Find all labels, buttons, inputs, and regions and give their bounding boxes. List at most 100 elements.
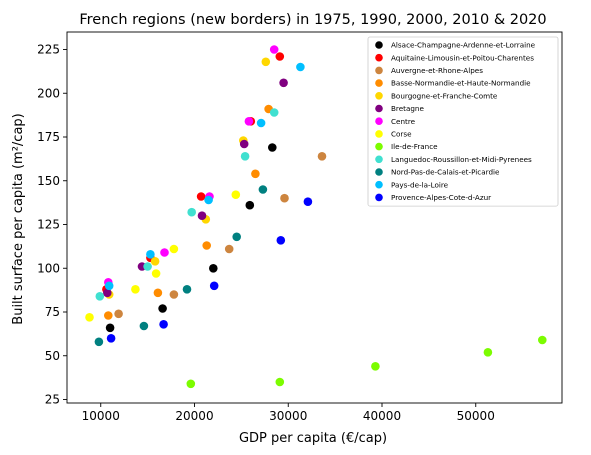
x-tick-label: 20000 (175, 409, 213, 423)
point-7-1 (131, 285, 140, 294)
legend-label: Ile-de-France (391, 142, 438, 151)
point-6-1 (160, 248, 169, 257)
point-4-1 (150, 257, 160, 266)
legend-label: Corse (391, 130, 412, 139)
legend-frame (367, 36, 559, 207)
y-tick-label: 125 (37, 218, 60, 232)
point-2-4 (317, 152, 327, 161)
legend-marker (375, 117, 383, 125)
point-10-1 (139, 321, 149, 331)
point-4-4 (261, 57, 271, 67)
point-8-3 (483, 348, 493, 357)
point-9-4 (269, 108, 279, 117)
y-tick-label: 175 (37, 130, 60, 144)
legend-label: Bourgogne-et-Franche-Comte (391, 91, 498, 100)
legend-label: Languedoc-Roussillon-et-Midi-Pyrenees (391, 155, 532, 164)
point-0-0 (105, 323, 115, 333)
legend-label: Basse-Normandie-et-Haute-Normandie (391, 79, 531, 88)
point-12-4 (303, 197, 313, 206)
legend-marker (375, 155, 383, 164)
point-12-3 (276, 236, 286, 245)
legend-marker (375, 79, 383, 87)
point-12-1 (159, 320, 168, 329)
y-tick-label: 25 (45, 393, 60, 407)
legend-marker (375, 53, 383, 62)
point-11-2 (204, 195, 213, 205)
legend-label: Aquitaine-Limousin-et-Poitou-Charentes (391, 53, 534, 62)
point-0-2 (209, 264, 218, 273)
legend-marker (375, 104, 383, 113)
point-3-1 (153, 288, 163, 298)
point-8-4 (538, 335, 547, 345)
point-2-3 (280, 193, 289, 203)
point-2-1 (169, 290, 179, 299)
legend-label: Auvergne-et-Rhone-Alpes (391, 66, 483, 75)
x-tick-label: 50000 (457, 409, 495, 423)
legend-label: Alsace-Champagne-Ardenne-et-Lorraine (391, 41, 536, 50)
point-11-1 (146, 250, 155, 259)
x-axis-label: GDP per capita (€/cap) (239, 431, 387, 446)
point-10-4 (258, 185, 268, 194)
x-tick-label: 30000 (269, 409, 307, 423)
y-axis-label: Built surface per capita (m²/cap) (11, 113, 26, 324)
point-12-0 (106, 334, 116, 343)
legend-marker (375, 168, 383, 176)
point-2-0 (114, 309, 123, 319)
legend-label: Pays-de-la-Loire (391, 180, 449, 189)
legend-label: Provence-Alpes-Cote-d-Azur (391, 193, 491, 202)
legend-marker (375, 130, 383, 138)
legend-label: Nord-Pas-de-Calais-et-Picardie (391, 168, 500, 177)
point-7-3 (169, 244, 179, 254)
point-10-2 (182, 285, 192, 294)
legend-marker (375, 66, 383, 75)
point-5-2 (197, 211, 207, 220)
legend-label: Centre (391, 117, 416, 126)
y-tick-label: 50 (45, 349, 60, 363)
point-12-2 (209, 281, 219, 291)
point-1-4 (275, 52, 285, 61)
point-0-4 (268, 143, 277, 152)
y-tick-label: 75 (45, 305, 60, 319)
point-6-4 (269, 45, 279, 54)
legend-marker (375, 41, 383, 49)
point-3-0 (104, 311, 113, 320)
point-3-3 (251, 169, 260, 179)
point-7-2 (151, 269, 161, 278)
point-9-0 (95, 292, 105, 301)
point-11-3 (256, 118, 266, 128)
point-9-2 (187, 207, 196, 217)
plot-frame (66, 31, 563, 404)
point-0-1 (158, 304, 167, 313)
legend-marker (375, 193, 383, 202)
y-tick-label: 100 (37, 261, 60, 275)
legend-marker (375, 180, 383, 189)
point-2-2 (224, 244, 234, 254)
y-tick-label: 150 (37, 174, 60, 188)
y-tick-label: 200 (37, 86, 60, 100)
axes: 10000 20000 30000 40000 50000 25 50 75 100 125 150… (37, 31, 563, 423)
x-tick-label: 40000 (363, 409, 401, 423)
chart-title: French regions (new borders) in 1975, 19… (79, 12, 546, 28)
legend-label: Bretagne (391, 104, 424, 113)
legend-marker (375, 92, 383, 100)
point-8-2 (371, 362, 380, 371)
point-5-3 (239, 139, 249, 149)
point-3-2 (202, 241, 211, 250)
point-10-3 (232, 232, 241, 242)
point-7-4 (231, 190, 241, 199)
point-11-4 (296, 62, 305, 72)
x-tick-label: 10000 (82, 409, 120, 423)
plot-area (85, 45, 547, 389)
point-0-3 (245, 200, 255, 210)
point-10-0 (94, 337, 104, 347)
point-9-3 (240, 152, 250, 161)
point-1-2 (196, 192, 206, 201)
point-5-4 (279, 78, 288, 88)
point-8-1 (275, 377, 285, 387)
legend-marker (375, 142, 383, 151)
point-9-1 (143, 262, 152, 271)
point-7-0 (85, 313, 94, 322)
legend: Alsace-Champagne-Ardenne-et-Lorraine Aqui… (367, 36, 559, 207)
y-tick-label: 225 (37, 43, 60, 57)
